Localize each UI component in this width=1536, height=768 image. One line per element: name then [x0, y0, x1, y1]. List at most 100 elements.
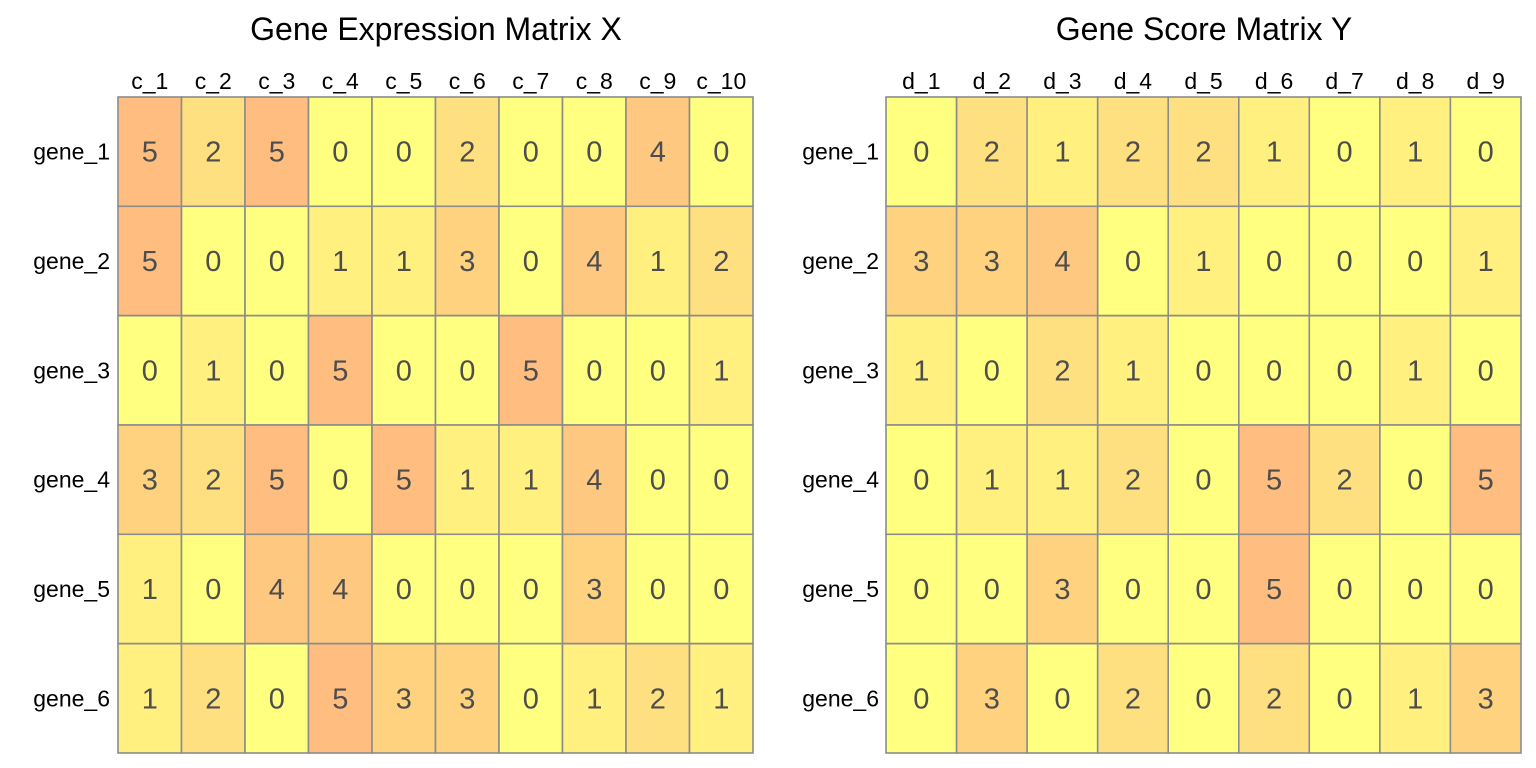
- cell-value-label: 0: [913, 137, 929, 169]
- heatmap-cell: [1238, 205, 1311, 317]
- cell-value-label: 3: [459, 683, 475, 715]
- heatmap-cell: [1026, 205, 1099, 317]
- row-label: gene_4: [33, 467, 110, 493]
- heatmap-cell: [1308, 642, 1381, 754]
- heatmap-cell: [561, 314, 627, 426]
- heatmap-cell: [1167, 314, 1240, 426]
- cell-value-label: 0: [713, 465, 729, 497]
- cell-value-label: 1: [396, 246, 412, 278]
- cell-value-label: 0: [713, 574, 729, 606]
- row-label: gene_1: [33, 139, 110, 165]
- cell-value-label: 5: [523, 355, 539, 387]
- cell-value-label: 0: [1195, 465, 1211, 497]
- heatmap-cell: [1096, 96, 1170, 208]
- heatmap-cell: [1167, 642, 1240, 754]
- cell-value-label: 1: [142, 683, 158, 715]
- cell-value-label: 0: [1266, 355, 1282, 387]
- heatmap-cell: [1449, 533, 1522, 645]
- heatmap-x-title: Gene Expression Matrix X: [250, 11, 622, 47]
- cell-value-label: 1: [332, 246, 348, 278]
- cell-value-label: 0: [142, 355, 158, 387]
- heatmap-cell: [885, 96, 958, 208]
- heatmap-cell: [625, 424, 691, 536]
- cell-value-label: 0: [984, 574, 1000, 606]
- heatmap-cell: [1379, 96, 1452, 208]
- cell-value-label: 0: [332, 465, 348, 497]
- cell-value-label: 1: [1054, 137, 1070, 169]
- heatmap-cell: [1449, 96, 1522, 208]
- row-label: gene_6: [33, 685, 110, 711]
- cell-value-label: 2: [205, 137, 221, 169]
- heatmap-cell: [885, 424, 958, 536]
- heatmap-cell: [688, 314, 754, 426]
- row-label: gene_2: [33, 248, 110, 274]
- heatmap-cell: [955, 424, 1028, 536]
- heatmap-y-title: Gene Score Matrix Y: [1056, 11, 1352, 47]
- heatmap-cell: [434, 96, 500, 208]
- heatmap-cell: [244, 314, 310, 426]
- heatmap-cell: [955, 533, 1028, 645]
- cell-value-label: 5: [332, 355, 348, 387]
- cell-value-label: 3: [1054, 574, 1070, 606]
- cell-value-label: 5: [269, 465, 285, 497]
- heatmap-cell: [1238, 96, 1311, 208]
- cell-value-label: 0: [650, 465, 666, 497]
- cell-value-label: 3: [459, 246, 475, 278]
- heatmap-cell: [1449, 205, 1522, 317]
- cell-value-label: 1: [1125, 355, 1141, 387]
- cell-value-label: 4: [332, 574, 348, 606]
- heatmap-cell: [1308, 96, 1381, 208]
- column-label: d_5: [1184, 68, 1222, 94]
- cell-value-label: 2: [1195, 137, 1211, 169]
- column-label: c_9: [639, 68, 676, 94]
- heatmap-cell: [688, 205, 754, 317]
- heatmap-cell: [1096, 533, 1170, 645]
- cell-value-label: 0: [650, 355, 666, 387]
- row-label: gene_2: [802, 248, 879, 274]
- heatmap-cell: [1026, 533, 1099, 645]
- heatmap-cell: [434, 642, 500, 754]
- heatmap-cell: [955, 642, 1028, 754]
- cell-value-label: 0: [459, 574, 475, 606]
- row-label: gene_3: [33, 357, 110, 383]
- heatmap-cell: [1096, 205, 1170, 317]
- heatmap-cell: [885, 533, 958, 645]
- cell-value-label: 2: [205, 465, 221, 497]
- row-label: gene_5: [802, 576, 879, 602]
- cell-value-label: 0: [1337, 355, 1353, 387]
- cell-value-label: 0: [650, 574, 666, 606]
- cell-value-label: 2: [1266, 683, 1282, 715]
- column-label: d_9: [1467, 68, 1505, 94]
- cell-value-label: 0: [269, 246, 285, 278]
- heatmap-cell: [244, 642, 310, 754]
- cell-value-label: 2: [205, 683, 221, 715]
- heatmap-cell: [117, 424, 183, 536]
- column-label: d_1: [902, 68, 940, 94]
- cell-value-label: 3: [1478, 683, 1494, 715]
- cell-value-label: 0: [459, 355, 475, 387]
- column-label: d_2: [973, 68, 1011, 94]
- heatmap-cell: [434, 533, 500, 645]
- cell-value-label: 0: [586, 355, 602, 387]
- column-label: c_8: [576, 68, 613, 94]
- cell-value-label: 1: [586, 683, 602, 715]
- heatmap-cell: [371, 533, 437, 645]
- cell-value-label: 0: [1407, 574, 1423, 606]
- cell-value-label: 0: [523, 683, 539, 715]
- heatmap-cell: [180, 96, 246, 208]
- cell-value-label: 1: [205, 355, 221, 387]
- cell-value-label: 0: [396, 137, 412, 169]
- cell-value-label: 5: [332, 683, 348, 715]
- cell-value-label: 0: [1407, 465, 1423, 497]
- row-label: gene_6: [802, 685, 879, 711]
- cell-value-label: 4: [586, 465, 602, 497]
- cell-value-label: 2: [459, 137, 475, 169]
- cell-value-label: 0: [1478, 574, 1494, 606]
- cell-value-label: 5: [142, 246, 158, 278]
- cell-value-label: 3: [142, 465, 158, 497]
- column-label: d_7: [1325, 68, 1363, 94]
- cell-value-label: 1: [1478, 246, 1494, 278]
- cell-value-label: 3: [984, 246, 1000, 278]
- cell-value-label: 0: [1337, 683, 1353, 715]
- cell-value-label: 2: [1125, 137, 1141, 169]
